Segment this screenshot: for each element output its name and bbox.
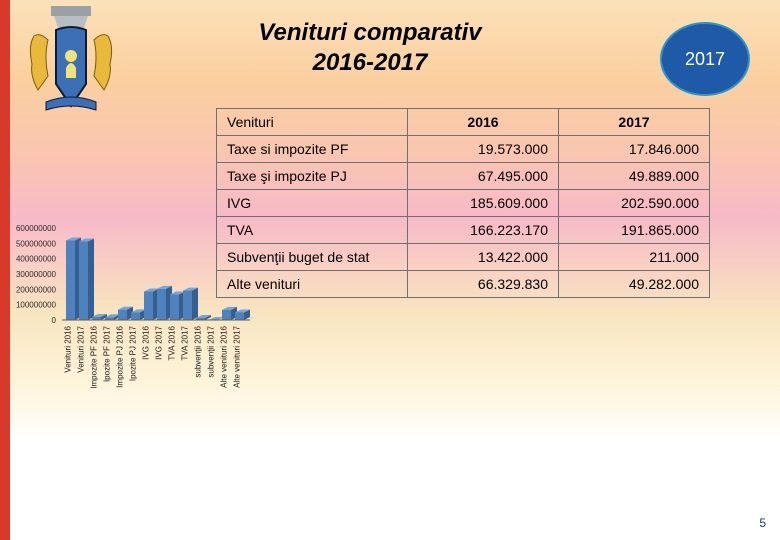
col-header-venituri: Venituri <box>217 109 408 136</box>
col-header-2016: 2016 <box>408 109 559 136</box>
chart-svg: 0 100000000 200000000 300000000 400000000 500… <box>0 220 340 460</box>
svg-text:subvenţii 2016: subvenţii 2016 <box>194 325 203 377</box>
svg-text:0: 0 <box>52 316 57 325</box>
title-line1: Venituri comparativ 2016-2017 <box>258 19 481 76</box>
row-2016: 19.573.000 <box>408 136 559 163</box>
table-header-row: Venituri 2016 2017 <box>217 109 710 136</box>
table-row: Taxe si impozite PF19.573.00017.846.000 <box>217 136 710 163</box>
row-label: Taxe şi impozite PJ <box>217 163 408 190</box>
svg-text:Alte venituri 2016: Alte venituri 2016 <box>220 325 229 387</box>
svg-text:Venituri 2017: Venituri 2017 <box>77 325 86 372</box>
svg-text:400000000: 400000000 <box>16 255 57 264</box>
svg-text:subvenţii 2017: subvenţii 2017 <box>207 325 216 377</box>
row-2017: 49.889.000 <box>559 163 710 190</box>
row-2016: 66.329.830 <box>408 271 559 298</box>
year-badge-oval: 2017 <box>660 22 750 96</box>
svg-text:600000000: 600000000 <box>16 224 57 233</box>
page-title: Venituri comparativ 2016-2017 <box>180 18 560 78</box>
row-label: Taxe si impozite PF <box>217 136 408 163</box>
col-header-2017: 2017 <box>559 109 710 136</box>
row-2017: 202.590.000 <box>559 190 710 217</box>
svg-text:Alte venituri 2017: Alte venituri 2017 <box>233 325 242 387</box>
svg-text:100000000: 100000000 <box>16 301 57 310</box>
svg-text:Ipozite PF 2017: Ipozite PF 2017 <box>103 325 112 382</box>
logo-svg <box>16 6 126 126</box>
year-badge-text: 2017 <box>685 49 725 70</box>
coat-of-arms-logo <box>16 6 126 126</box>
svg-text:Impozite PF 2016: Impozite PF 2016 <box>90 325 99 388</box>
row-2017: 191.865.000 <box>559 217 710 244</box>
table-row: IVG185.609.000202.590.000 <box>217 190 710 217</box>
row-2017: 49.282.000 <box>559 271 710 298</box>
svg-text:Ipozite PJ 2017: Ipozite PJ 2017 <box>129 325 138 381</box>
svg-text:300000000: 300000000 <box>16 270 57 279</box>
row-2016: 13.422.000 <box>408 244 559 271</box>
row-2016: 166.223.170 <box>408 217 559 244</box>
svg-text:200000000: 200000000 <box>16 285 57 294</box>
page: Venituri comparativ 2016-2017 2017 Venit… <box>0 0 780 540</box>
bar-chart: 0 100000000 200000000 300000000 400000000 500… <box>0 220 340 460</box>
row-label: IVG <box>217 190 408 217</box>
page-number-text: 5 <box>759 516 766 530</box>
svg-text:Impozite PJ 2016: Impozite PJ 2016 <box>116 325 125 387</box>
svg-text:500000000: 500000000 <box>16 239 57 248</box>
row-2016: 67.495.000 <box>408 163 559 190</box>
svg-text:Venituri 2016: Venituri 2016 <box>64 325 73 372</box>
svg-text:TVA 2016: TVA 2016 <box>168 325 177 360</box>
row-2016: 185.609.000 <box>408 190 559 217</box>
row-2017: 211.000 <box>559 244 710 271</box>
table-row: Taxe şi impozite PJ67.495.00049.889.000 <box>217 163 710 190</box>
svg-text:IVG 2016: IVG 2016 <box>142 325 151 359</box>
svg-text:IVG 2017: IVG 2017 <box>155 325 164 359</box>
svg-text:TVA 2017: TVA 2017 <box>181 325 190 360</box>
page-number: 5 <box>759 516 766 530</box>
year-badge: 2017 <box>660 22 746 92</box>
row-2017: 17.846.000 <box>559 136 710 163</box>
